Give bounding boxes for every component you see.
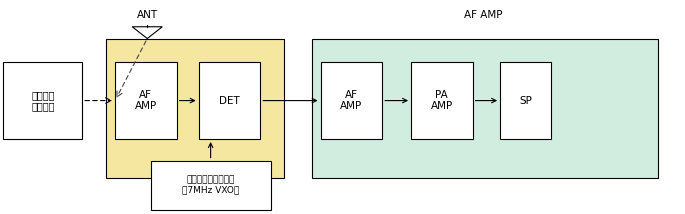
Text: AF
AMP: AF AMP [135, 90, 157, 111]
Bar [151, 160, 271, 210]
Bar [115, 62, 177, 139]
Bar [500, 62, 551, 139]
Bar [106, 39, 284, 178]
Text: PA
AMP: PA AMP [431, 90, 453, 111]
Text: AF AMP: AF AMP [464, 10, 502, 20]
Bar [321, 62, 382, 139]
Polygon shape [132, 27, 162, 39]
Text: ディップ
メーター: ディップ メーター [31, 90, 55, 111]
Bar [411, 62, 473, 139]
Bar [3, 62, 82, 139]
Text: ANT: ANT [137, 10, 158, 20]
Bar [312, 39, 658, 178]
Text: DET: DET [219, 96, 240, 106]
Text: テストオッシレータ
（7MHz VXO）: テストオッシレータ （7MHz VXO） [182, 175, 239, 195]
Text: AF
AMP: AF AMP [340, 90, 362, 111]
Text: SP: SP [519, 96, 532, 106]
Bar [199, 62, 260, 139]
